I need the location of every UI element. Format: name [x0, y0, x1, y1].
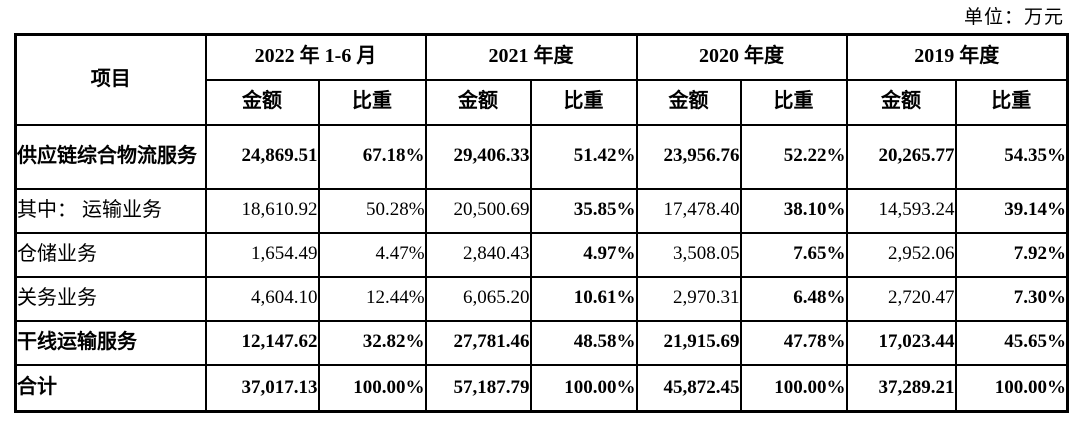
- proportion-value: 50.28%: [317, 187, 427, 234]
- amount-header-2020: 金额: [635, 78, 742, 126]
- proportion-value: 100.00%: [954, 363, 1069, 413]
- amount-value: 18,610.92: [204, 187, 320, 234]
- proportion-header-2019: 比重: [954, 78, 1069, 126]
- proportion-value: 4.97%: [529, 231, 638, 278]
- amount-value: 20,265.77: [845, 123, 957, 190]
- unit-label: 单位：万元: [963, 7, 1064, 28]
- proportion-value: 7.92%: [954, 231, 1069, 278]
- amount-value: 2,840.43: [424, 231, 532, 278]
- period-header-2022: 2022 年 1-6 月: [204, 33, 427, 81]
- proportion-value: 35.85%: [529, 187, 638, 234]
- proportion-header-2021: 比重: [529, 78, 638, 126]
- amount-header-2019: 金额: [845, 78, 957, 126]
- proportion-value: 12.44%: [317, 275, 427, 322]
- amount-value: 20,500.69: [424, 187, 532, 234]
- proportion-value: 100.00%: [529, 363, 638, 413]
- proportion-value: 48.58%: [529, 319, 638, 366]
- amount-value: 17,023.44: [845, 319, 957, 366]
- row-label: 干线运输服务: [14, 319, 207, 366]
- header-row-periods: 项目 2022 年 1-6 月 2021 年度 2020 年度 2019 年度: [14, 33, 1069, 126]
- row-label: 供应链综合物流服务: [14, 123, 207, 190]
- row-label: 关务业务: [14, 275, 207, 322]
- proportion-value: 100.00%: [739, 363, 848, 413]
- proportion-value: 100.00%: [317, 363, 427, 413]
- proportion-value: 67.18%: [317, 123, 427, 190]
- amount-value: 37,017.13: [204, 363, 320, 413]
- proportion-value: 39.14%: [954, 187, 1069, 234]
- table-row-transportation: 其中： 运输业务 18,610.92 50.28% 20,500.69 35.8…: [14, 187, 1069, 234]
- proportion-value: 6.48%: [739, 275, 848, 322]
- proportion-value: 52.22%: [739, 123, 848, 190]
- proportion-value: 4.47%: [317, 231, 427, 278]
- amount-value: 57,187.79: [424, 363, 532, 413]
- amount-value: 1,654.49: [204, 231, 320, 278]
- row-label: 合计: [14, 363, 207, 413]
- proportion-value: 32.82%: [317, 319, 427, 366]
- amount-value: 45,872.45: [635, 363, 742, 413]
- amount-value: 17,478.40: [635, 187, 742, 234]
- amount-value: 24,869.51: [204, 123, 320, 190]
- proportion-value: 10.61%: [529, 275, 638, 322]
- amount-value: 29,406.33: [424, 123, 532, 190]
- table-row-total: 合计 37,017.13 100.00% 57,187.79 100.00% 4…: [14, 363, 1069, 413]
- revenue-breakdown-table: 项目 2022 年 1-6 月 2021 年度 2020 年度 2019 年度 …: [14, 33, 1070, 413]
- period-header-2021: 2021 年度: [424, 33, 638, 81]
- amount-header-2021: 金额: [424, 78, 532, 126]
- amount-value: 23,956.76: [635, 123, 742, 190]
- amount-header-2022: 金额: [204, 78, 320, 126]
- proportion-header-2020: 比重: [739, 78, 848, 126]
- amount-value: 12,147.62: [204, 319, 320, 366]
- amount-value: 2,720.47: [845, 275, 957, 322]
- proportion-value: 38.10%: [739, 187, 848, 234]
- header-row-measures: 金额 比重 金额 比重 金额 比重 金额 比重: [16, 78, 1069, 126]
- table-row-trunk-line-transport: 干线运输服务 12,147.62 32.82% 27,781.46 48.58%…: [14, 319, 1069, 366]
- table-row-supply-chain-logistics: 供应链综合物流服务 24,869.51 67.18% 29,406.33 51.…: [14, 123, 1069, 190]
- proportion-value: 47.78%: [739, 319, 848, 366]
- amount-value: 4,604.10: [204, 275, 320, 322]
- amount-value: 3,508.05: [635, 231, 742, 278]
- proportion-value: 45.65%: [954, 319, 1069, 366]
- table-row-warehousing: 仓储业务 1,654.49 4.47% 2,840.43 4.97% 3,508…: [14, 231, 1069, 278]
- amount-value: 2,970.31: [635, 275, 742, 322]
- proportion-value: 7.30%: [954, 275, 1069, 322]
- period-header-2019: 2019 年度: [845, 33, 1069, 81]
- amount-value: 21,915.69: [635, 319, 742, 366]
- amount-value: 6,065.20: [424, 275, 532, 322]
- amount-value: 14,593.24: [845, 187, 957, 234]
- table-row-customs: 关务业务 4,604.10 12.44% 6,065.20 10.61% 2,9…: [14, 275, 1069, 322]
- row-label: 其中： 运输业务: [14, 187, 207, 234]
- amount-value: 2,952.06: [845, 231, 957, 278]
- proportion-value: 54.35%: [954, 123, 1069, 190]
- row-label: 仓储业务: [14, 231, 207, 278]
- item-column-header: 项目: [14, 33, 207, 126]
- proportion-header-2022: 比重: [317, 78, 427, 126]
- period-header-2020: 2020 年度: [635, 33, 848, 81]
- proportion-value: 7.65%: [739, 231, 848, 278]
- proportion-value: 51.42%: [529, 123, 638, 190]
- amount-value: 37,289.21: [845, 363, 957, 413]
- amount-value: 27,781.46: [424, 319, 532, 366]
